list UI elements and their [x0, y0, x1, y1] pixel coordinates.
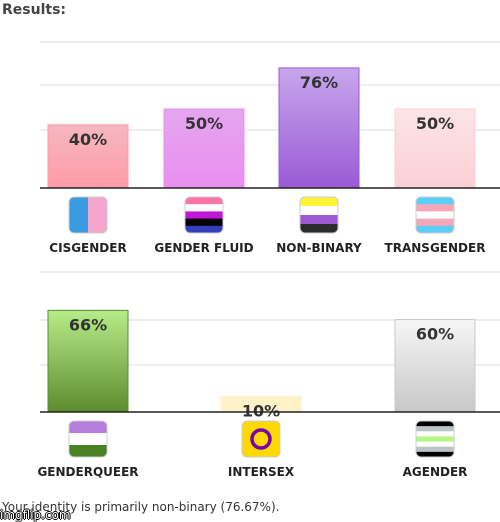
transgender-flag-icon [415, 196, 455, 234]
bar-non-binary [278, 67, 360, 189]
category-label: GENDER FLUID [154, 241, 253, 255]
cisgender-flag-icon [68, 196, 108, 234]
bar-transgender [394, 108, 476, 189]
bar-value-label: 10% [242, 402, 280, 421]
category-label: NON-BINARY [276, 241, 362, 255]
bar-cisgender [47, 124, 129, 189]
bar-genderqueer [47, 309, 129, 413]
category-label: TRANSGENDER [385, 241, 486, 255]
bar-value-label: 50% [185, 114, 223, 133]
category-label: CISGENDER [49, 241, 126, 255]
category-label: GENDERQUEER [37, 465, 138, 479]
category-label: INTERSEX [228, 465, 295, 479]
watermark: imgflip.com [0, 508, 71, 522]
nonbinary-flag-icon [299, 196, 339, 234]
bar-value-label: 60% [416, 325, 454, 344]
bar-value-label: 50% [416, 114, 454, 133]
bar-value-label: 66% [69, 315, 107, 334]
bar-value-label: 40% [69, 130, 107, 149]
results-title: Results: [2, 2, 66, 18]
genderqueer-flag-icon [68, 420, 108, 458]
bar-gender-fluid [163, 108, 245, 189]
summary-text: Your identity is primarily non-binary (7… [2, 500, 280, 514]
intersex-flag-icon [241, 420, 281, 458]
bar-value-label: 76% [300, 73, 338, 92]
category-label: AGENDER [403, 465, 468, 479]
genderfluid-flag-icon [184, 196, 224, 234]
agender-flag-icon [415, 420, 455, 458]
